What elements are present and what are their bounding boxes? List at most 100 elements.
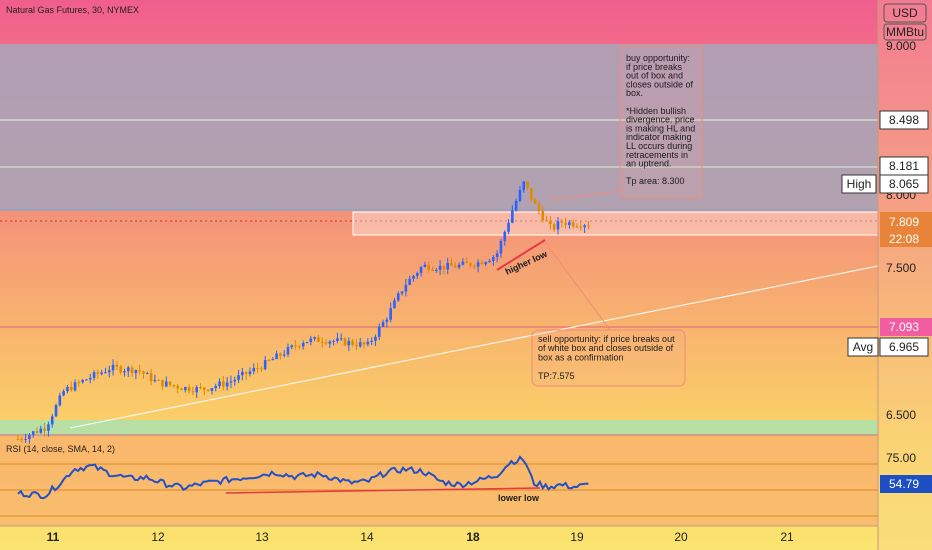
candle-body[interactable] [404,284,408,292]
candle-body[interactable] [28,434,31,439]
candle-body[interactable] [366,341,370,345]
candle-body[interactable] [358,342,362,347]
price-label-box[interactable] [879,174,929,194]
candle-body[interactable] [168,381,172,385]
candle-body[interactable] [339,338,343,340]
candle-body[interactable] [96,372,100,374]
candle-body[interactable] [412,275,415,279]
candle-body[interactable] [465,261,469,264]
candle-body[interactable] [119,366,122,373]
candle-body[interactable] [123,371,126,373]
white-box[interactable] [352,211,879,236]
candle-body[interactable] [145,373,149,375]
candle-body[interactable] [111,364,115,371]
candle-body[interactable] [31,431,35,435]
candle-body[interactable] [537,203,541,212]
candle-body[interactable] [461,261,465,265]
candle-body[interactable] [503,231,507,242]
candle-body[interactable] [165,381,168,387]
candle-body[interactable] [77,382,81,384]
candle-body[interactable] [237,375,240,380]
candle-body[interactable] [69,386,73,391]
candle-body[interactable] [218,381,221,387]
candle-body[interactable] [256,368,259,370]
candle-body[interactable] [115,364,119,367]
buy-annotation-box[interactable] [619,45,703,199]
candle-body[interactable] [50,416,54,425]
candle-body[interactable] [587,225,590,227]
candle-body[interactable] [138,370,141,372]
candle-body[interactable] [370,340,373,342]
candle-body[interactable] [271,359,275,361]
candle-body[interactable] [39,428,43,433]
candle-body[interactable] [457,264,461,268]
candle-body[interactable] [541,211,545,221]
candle-body[interactable] [313,337,316,339]
candle-body[interactable] [522,181,526,191]
candle-body[interactable] [180,388,183,391]
candle-body[interactable] [545,220,548,222]
candle-body[interactable] [153,379,157,382]
candle-body[interactable] [222,381,225,387]
rsi-line[interactable] [17,455,589,500]
candle-body[interactable] [571,222,575,227]
candle-body[interactable] [473,265,476,267]
trend-line[interactable] [69,265,879,429]
candle-body[interactable] [104,372,107,374]
candle-body[interactable] [305,342,309,344]
candle-body[interactable] [476,262,480,267]
candle-body[interactable] [389,308,392,320]
candle-body[interactable] [279,353,282,356]
sell-annotation-box[interactable] [531,329,686,387]
candle-body[interactable] [149,373,153,382]
candle-body[interactable] [549,220,552,225]
candle-body[interactable] [88,377,92,380]
candle-body[interactable] [54,405,58,417]
candle-body[interactable] [229,381,233,383]
avg-badge[interactable] [847,337,879,357]
candle-body[interactable] [92,372,96,378]
candle-body[interactable] [511,210,514,223]
current-price-box[interactable] [880,212,932,231]
candle-body[interactable] [191,391,195,393]
candle-body[interactable] [374,336,377,341]
candle-body[interactable] [134,370,138,374]
candle-body[interactable] [492,257,495,261]
candle-body[interactable] [336,338,339,341]
candle-body[interactable] [351,340,354,345]
candle-body[interactable] [381,321,385,327]
candle-body[interactable] [282,354,286,356]
candle-body[interactable] [423,264,427,267]
candle-body[interactable] [324,342,328,344]
candle-body[interactable] [184,387,187,391]
candle-body[interactable] [583,225,586,228]
candle-body[interactable] [499,241,503,254]
candle-body[interactable] [206,389,210,391]
price-series[interactable] [16,180,590,444]
candle-body[interactable] [214,386,218,389]
candle-body[interactable] [66,386,69,392]
lower-low-line[interactable] [225,487,541,494]
candle-body[interactable] [484,262,488,265]
candle-body[interactable] [24,438,27,440]
unit-button[interactable] [883,23,927,41]
candle-body[interactable] [225,382,229,387]
candle-body[interactable] [507,222,510,232]
candle-body[interactable] [450,262,453,266]
rsi-series[interactable] [17,455,589,500]
candle-body[interactable] [347,340,351,346]
candle-body[interactable] [100,372,103,374]
candle-body[interactable] [233,379,237,382]
candle-body[interactable] [126,367,130,372]
candle-body[interactable] [275,353,278,360]
candle-body[interactable] [526,181,529,189]
price-label-box[interactable] [879,110,929,130]
candle-body[interactable] [328,341,332,344]
candle-body[interactable] [43,428,46,431]
candle-body[interactable] [248,371,252,375]
candle-body[interactable] [309,338,313,343]
candle-body[interactable] [442,265,446,270]
candle-body[interactable] [446,262,450,270]
candle-body[interactable] [195,387,199,393]
